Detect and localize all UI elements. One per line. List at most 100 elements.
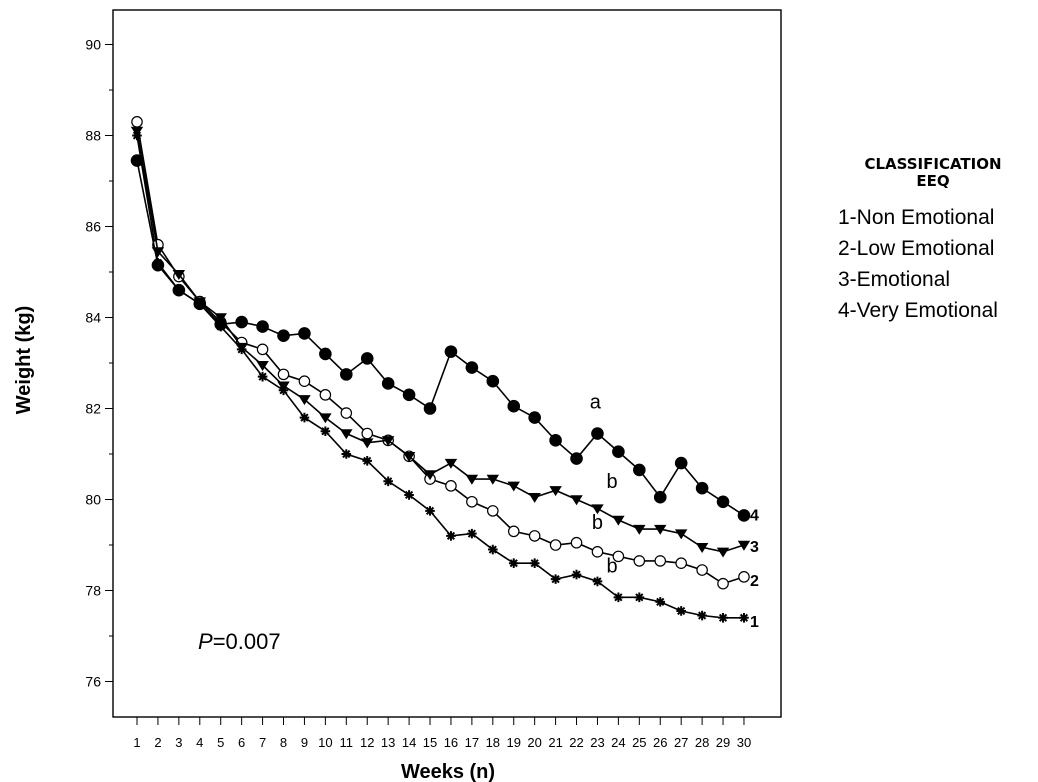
x-tick-label: 6 bbox=[238, 735, 245, 750]
data-point bbox=[716, 495, 730, 509]
data-point bbox=[465, 474, 479, 485]
x-tick-label: 12 bbox=[360, 735, 374, 750]
data-point bbox=[402, 452, 416, 462]
data-point bbox=[256, 320, 269, 333]
p-value-letter: P bbox=[198, 629, 213, 654]
x-tick-label: 25 bbox=[632, 735, 646, 750]
data-point bbox=[737, 540, 751, 551]
data-point bbox=[381, 436, 395, 447]
data-point bbox=[570, 452, 583, 465]
x-tick-label: 2 bbox=[154, 735, 161, 750]
data-point bbox=[488, 544, 498, 555]
data-point bbox=[508, 558, 519, 568]
x-tick-label: 4 bbox=[196, 735, 203, 750]
data-point-center bbox=[741, 615, 747, 620]
x-tick-label: 26 bbox=[653, 735, 667, 750]
series-end-label: 3 bbox=[750, 539, 759, 556]
data-point bbox=[383, 476, 393, 487]
data-point bbox=[445, 480, 457, 492]
data-point bbox=[653, 490, 667, 504]
data-point-center bbox=[678, 608, 684, 614]
significance-letter: a bbox=[590, 392, 602, 414]
data-point bbox=[423, 470, 437, 481]
data-point-center bbox=[448, 533, 454, 539]
data-point bbox=[507, 399, 521, 413]
data-point bbox=[507, 481, 520, 492]
data-point bbox=[528, 530, 541, 542]
data-point bbox=[465, 361, 479, 374]
legend-item-very-emotional: 4-Very Emotional bbox=[838, 299, 998, 322]
legend-item-emotional: 3-Emotional bbox=[838, 268, 951, 291]
data-point bbox=[695, 481, 709, 495]
legend: CLASSIFICATION EEQ 1-Non Emotional 2-Low… bbox=[838, 156, 1034, 326]
data-point bbox=[466, 495, 478, 508]
data-point-center bbox=[490, 547, 496, 552]
x-tick-label: 10 bbox=[318, 735, 332, 750]
x-tick-label: 7 bbox=[259, 735, 266, 750]
x-tick-label: 8 bbox=[280, 735, 287, 750]
significance-letter: b bbox=[592, 512, 603, 534]
data-point-center bbox=[595, 579, 600, 584]
x-tick-label: 17 bbox=[465, 735, 479, 750]
data-point bbox=[633, 463, 646, 477]
y-tick-label: 76 bbox=[85, 674, 101, 690]
data-point bbox=[257, 371, 268, 382]
data-point bbox=[130, 126, 144, 137]
significance-letter: b bbox=[607, 555, 618, 577]
data-point bbox=[402, 388, 416, 402]
legend-item-non-emotional: 1-Non Emotional bbox=[838, 206, 995, 229]
data-point-center bbox=[385, 479, 391, 484]
data-point-center bbox=[469, 531, 475, 536]
x-tick-label: 14 bbox=[402, 735, 416, 750]
data-point bbox=[193, 297, 207, 311]
series-end-label: 2 bbox=[750, 573, 759, 590]
data-point bbox=[549, 539, 562, 551]
data-point-center bbox=[427, 508, 433, 514]
data-point bbox=[570, 495, 583, 506]
data-point bbox=[717, 577, 729, 590]
data-point bbox=[654, 524, 667, 535]
data-point bbox=[360, 352, 374, 365]
x-tick-label: 11 bbox=[340, 735, 354, 750]
data-point bbox=[446, 531, 456, 541]
y-tick-label: 90 bbox=[85, 37, 101, 53]
data-point-center bbox=[260, 374, 265, 379]
data-point bbox=[130, 154, 144, 167]
x-tick-label: 9 bbox=[301, 735, 308, 750]
x-tick-label: 24 bbox=[611, 735, 625, 750]
data-point bbox=[319, 389, 332, 401]
y-tick-label: 88 bbox=[85, 128, 101, 144]
data-point bbox=[528, 411, 541, 424]
data-point-center bbox=[365, 458, 370, 464]
data-point bbox=[571, 569, 582, 580]
data-point bbox=[487, 505, 499, 517]
data-point bbox=[298, 395, 311, 406]
x-tick-label: 13 bbox=[381, 735, 395, 750]
y-axis-label: Weight (kg) bbox=[13, 306, 35, 415]
legend-item-low-emotional: 2-Low Emotional bbox=[838, 237, 995, 260]
data-point bbox=[361, 427, 374, 440]
x-tick-label: 29 bbox=[716, 735, 730, 750]
data-point bbox=[716, 547, 730, 558]
y-tick-label: 80 bbox=[85, 492, 101, 508]
data-point bbox=[612, 445, 625, 459]
data-point bbox=[425, 506, 435, 516]
data-point bbox=[277, 368, 290, 381]
x-tick-label: 21 bbox=[548, 735, 562, 750]
data-point-center bbox=[720, 615, 726, 620]
x-tick-label: 20 bbox=[527, 735, 541, 750]
data-point bbox=[235, 342, 248, 353]
x-tick-label: 15 bbox=[423, 735, 437, 750]
data-point bbox=[423, 402, 437, 415]
data-point-center bbox=[406, 492, 412, 498]
data-point bbox=[633, 524, 646, 535]
data-point-center bbox=[532, 561, 537, 566]
x-tick-label: 30 bbox=[737, 735, 751, 750]
data-point bbox=[612, 515, 625, 526]
data-point bbox=[528, 492, 541, 503]
data-point bbox=[674, 456, 688, 470]
data-point bbox=[697, 610, 707, 621]
data-point bbox=[655, 597, 666, 607]
data-point bbox=[507, 525, 520, 538]
data-point bbox=[634, 592, 645, 603]
